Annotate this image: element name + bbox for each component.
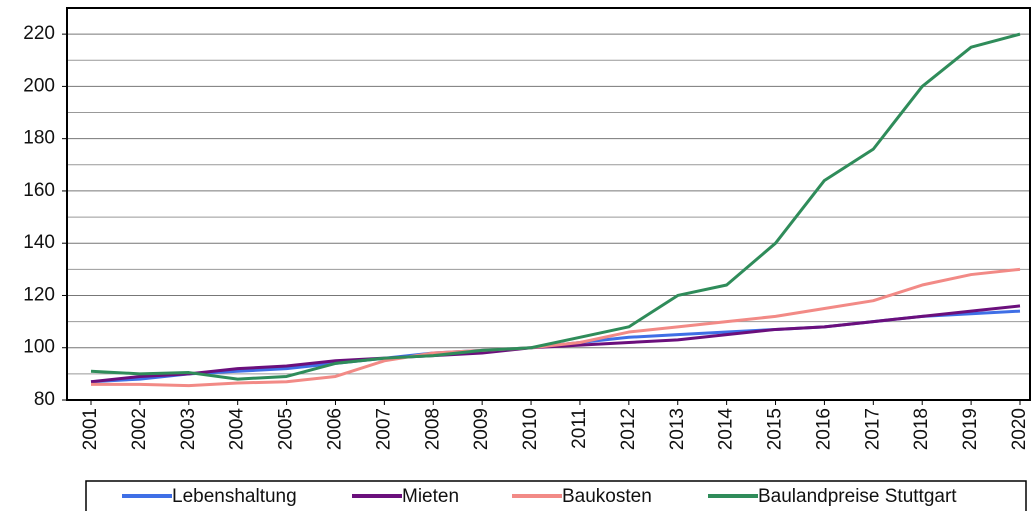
x-tick-label: 2004 [227,408,248,451]
series-line [91,267,1021,388]
x-tick-label: 2003 [178,408,199,450]
x-tick-label: 2011 [569,408,590,449]
x-tick-label: 2017 [862,408,883,450]
x-tick-label: 2007 [373,408,394,450]
x-tick-label: 2014 [716,408,737,451]
y-tick-label: 100 [23,337,55,358]
x-tick-label: 2006 [324,408,345,450]
plot-frame [66,7,1031,401]
legend-label: Mieten [402,486,459,507]
x-tick-label: 2001 [80,408,101,450]
x-tick-label: 2002 [129,408,150,450]
series-line [90,32,1021,381]
x-tick-label: 2015 [765,408,786,450]
x-tick-label: 2005 [276,408,297,450]
y-tick-label: 120 [23,284,55,305]
x-tick-label: 2010 [520,408,541,450]
x-tick-label: 2019 [960,408,981,450]
x-tick-label: 2009 [471,408,492,450]
x-tick-label: 2020 [1009,408,1030,450]
y-tick-label: 140 [23,232,55,253]
x-tick-label: 2018 [911,408,932,450]
x-tick-label: 2013 [667,408,688,450]
y-tick-label: 80 [34,389,55,410]
legend-label: Lebenshaltung [172,486,297,507]
x-tick-label: 2012 [618,408,639,450]
legend-label: Baulandpreise Stuttgart [758,486,957,507]
y-tick-label: 220 [23,23,55,44]
y-tick-label: 160 [23,180,55,201]
y-tick-label: 180 [23,128,55,149]
y-tick-label: 200 [23,75,55,96]
x-tick-label: 2008 [422,408,443,450]
x-tick-label: 2016 [813,408,834,450]
legend-label: Baukosten [562,486,652,507]
